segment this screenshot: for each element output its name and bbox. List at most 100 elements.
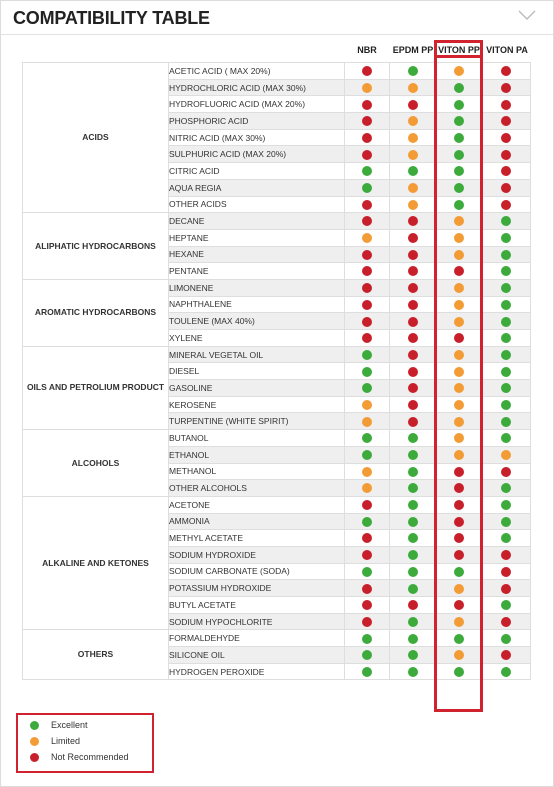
rating-cell	[344, 178, 390, 197]
table-row: HEXANE	[23, 245, 531, 264]
rating-dot	[501, 500, 511, 511]
rating-dot	[501, 383, 511, 394]
substance-cell: POTASSIUM HYDROXIDE	[168, 579, 345, 597]
rating-dot	[407, 600, 418, 611]
rating-cell	[481, 562, 531, 581]
rating-dot	[453, 132, 464, 143]
rating-cell	[481, 395, 531, 414]
rating-dot	[453, 583, 464, 594]
rating-cell	[481, 412, 531, 431]
rating-dot	[407, 316, 418, 327]
rating-cell	[481, 78, 531, 97]
rating-cell	[389, 195, 436, 214]
rating-dot	[362, 266, 372, 277]
rating-dot	[362, 233, 372, 244]
rating-cell	[481, 362, 531, 381]
substance-cell: XYLENE	[168, 329, 345, 347]
rating-dot	[501, 216, 511, 227]
rating-cell	[481, 312, 531, 330]
rating-dot	[407, 349, 418, 360]
rating-dot	[362, 566, 372, 577]
rating-dot	[362, 183, 372, 194]
rating-dot	[362, 533, 372, 544]
table-row: ALCOHOLS BUTANOL	[22, 429, 531, 497]
rating-cell	[389, 612, 436, 631]
rating-dot	[453, 533, 464, 544]
rating-dot	[501, 433, 511, 444]
rating-dot	[453, 633, 464, 644]
rating-cell	[344, 212, 390, 230]
rating-dot	[407, 583, 418, 594]
rating-dot	[407, 650, 418, 661]
substance-cell: ACETONE	[168, 495, 345, 514]
substance-cell: PENTANE	[168, 262, 345, 280]
rating-dot	[501, 82, 511, 93]
category-cell: ACIDS	[22, 61, 169, 214]
rating-dot	[453, 149, 464, 160]
rating-dot	[362, 249, 372, 260]
column-header-viton-pa: VITON PA	[486, 45, 528, 55]
rating-cell	[344, 162, 390, 180]
rating-dot	[407, 249, 418, 260]
category-cell: OTHERS	[22, 629, 169, 681]
substance-cell: HYDROFLUORIC ACID (MAX 20%)	[168, 95, 345, 114]
viton-pp-header-highlight	[434, 40, 483, 58]
rating-cell	[481, 512, 531, 531]
rating-cell	[435, 512, 482, 531]
rating-cell	[389, 262, 436, 280]
rating-dot	[407, 383, 418, 394]
rating-cell	[389, 112, 436, 130]
rating-cell	[435, 78, 482, 97]
substance-cell: CITRIC ACID	[168, 162, 345, 180]
table-row: AROMATIC HYDROCARBONS LIMONENE	[22, 278, 531, 347]
rating-dot	[453, 66, 464, 77]
rating-dot	[501, 249, 511, 260]
rating-cell	[481, 262, 531, 280]
rating-cell	[389, 529, 436, 547]
rating-dot	[453, 116, 464, 127]
rating-cell	[481, 429, 531, 447]
substance-cell: HEPTANE	[168, 228, 345, 247]
rating-cell	[389, 312, 436, 330]
rating-dot	[407, 516, 418, 527]
table-row: HYDROGEN PEROXIDE	[23, 662, 531, 681]
rating-cell	[344, 262, 390, 280]
category-cell: ALCOHOLS	[22, 429, 169, 497]
rating-cell	[481, 62, 531, 80]
legend-item-not-recommended: Not Recommended	[30, 752, 129, 763]
rating-dot	[362, 516, 372, 527]
rating-cell	[435, 112, 482, 130]
rating-dot	[501, 183, 511, 194]
panel-header[interactable]: COMPATIBILITY TABLE	[1, 1, 553, 35]
rating-dot	[501, 516, 511, 527]
rating-cell	[481, 128, 531, 147]
rating-dot	[453, 349, 464, 360]
table-row: HYDROCHLORIC ACID (MAX 30%)	[23, 78, 531, 97]
rating-dot	[407, 633, 418, 644]
legend-dot-not-recommended	[30, 753, 39, 763]
rating-cell	[481, 145, 531, 164]
rating-dot	[407, 616, 418, 627]
rating-cell	[344, 445, 390, 464]
rating-cell	[344, 329, 390, 347]
rating-dot	[362, 616, 372, 627]
table-row: HEPTANE	[23, 228, 531, 247]
rating-dot	[501, 299, 511, 310]
rating-cell	[344, 78, 390, 97]
rating-cell	[389, 545, 436, 564]
table-row: ETHANOL	[23, 445, 531, 464]
rating-dot	[501, 533, 511, 544]
compatibility-table: ACIDS ACETIC ACID ( MAX 20%) HYDROCHLORIC …	[22, 61, 531, 681]
rating-dot	[501, 166, 511, 177]
rating-dot	[501, 66, 511, 77]
rating-cell	[389, 62, 436, 80]
rating-dot	[362, 383, 372, 394]
rating-cell	[389, 445, 436, 464]
chevron-down-icon[interactable]	[518, 9, 536, 21]
rating-cell	[344, 395, 390, 414]
rating-dot	[362, 99, 372, 110]
rating-cell	[481, 629, 531, 648]
rating-dot	[407, 366, 418, 377]
table-row: GASOLINE	[23, 379, 531, 397]
category-cell: OILS AND PETROLIUM PRODUCT	[22, 345, 169, 431]
